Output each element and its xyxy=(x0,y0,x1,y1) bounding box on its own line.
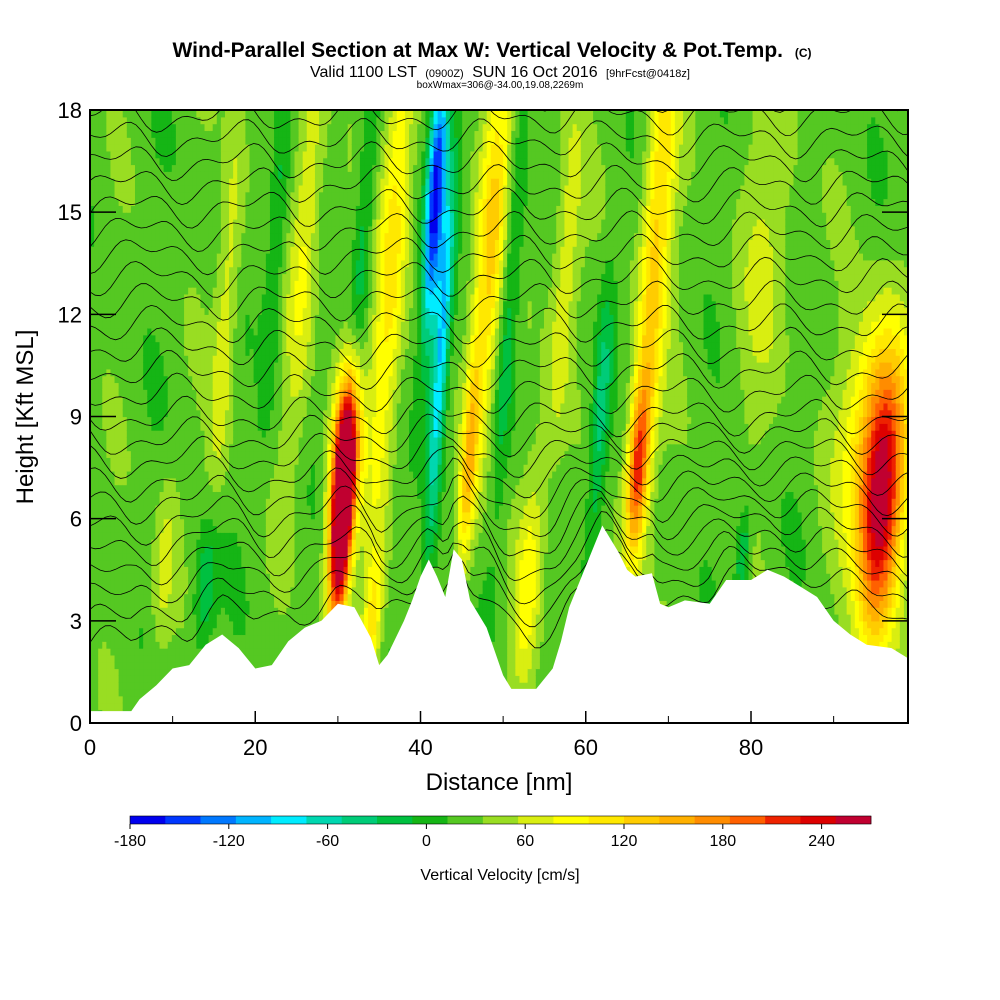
chart-subtitle: Valid 1100 LST (0900Z) SUN 16 Oct 2016 [… xyxy=(310,64,690,81)
colorbar-tick-label: 180 xyxy=(709,833,736,850)
colorbar-swatch xyxy=(235,816,272,824)
chart-title: Wind-Parallel Section at Max W: Vertical… xyxy=(172,39,811,62)
y-axis-title: Height [Kft MSL] xyxy=(12,330,39,505)
x-tick-label: 60 xyxy=(574,735,598,760)
box-max-line: boxWmax=306@-34.00,19.08,2269m xyxy=(417,80,584,91)
x-tick-label: 0 xyxy=(84,735,96,760)
colorbar-swatch xyxy=(694,816,731,824)
colorbar-swatch xyxy=(377,816,413,824)
y-tick-label: 9 xyxy=(70,405,82,430)
axis-ticks: 0 20 40 60 80 0 3 6 9 12 15 18 xyxy=(58,98,908,760)
x-tick-label: 80 xyxy=(739,735,763,760)
colorbar-swatch xyxy=(835,816,872,824)
colorbar-swatch xyxy=(729,816,766,824)
x-tick-label: 40 xyxy=(408,735,432,760)
plot-area: 0 20 40 60 80 0 3 6 9 12 15 18 xyxy=(58,98,909,760)
colorbar-swatch xyxy=(659,816,695,824)
colorbar-tick-label: -120 xyxy=(213,833,245,850)
colorbar-swatch xyxy=(553,816,590,824)
colorbar-frame xyxy=(129,815,872,825)
y-tick-label: 15 xyxy=(58,200,82,225)
colorbar-swatch xyxy=(306,816,343,824)
colorbar-swatch xyxy=(765,816,801,824)
colorbar-tick-label: 240 xyxy=(808,833,835,850)
colorbar-swatch xyxy=(200,816,237,824)
colorbar-swatch xyxy=(482,816,519,824)
y-tick-label: 18 xyxy=(58,98,82,123)
colorbar-swatch xyxy=(271,816,307,824)
colorbar-swatch xyxy=(165,816,201,824)
potential-temperature-contours xyxy=(90,110,908,649)
colorbar-tick-label: -60 xyxy=(316,833,339,850)
y-tick-label: 12 xyxy=(58,302,82,327)
colorbar-swatch xyxy=(800,816,837,824)
colorbar: -180 -120 -60 0 60 120 180 240 xyxy=(114,815,872,850)
colorbar-swatch xyxy=(412,816,448,824)
colorbar-swatch xyxy=(518,816,554,824)
terrain-mask xyxy=(90,525,908,723)
colorbar-swatch xyxy=(447,816,484,824)
y-tick-label: 3 xyxy=(70,609,82,634)
colorbar-tick-label: -180 xyxy=(114,833,146,850)
colorbar-swatch xyxy=(588,816,625,824)
colorbar-swatch xyxy=(341,816,378,824)
colorbar-tick-label: 60 xyxy=(516,833,534,850)
colorbar-tick-label: 120 xyxy=(611,833,638,850)
x-tick-label: 20 xyxy=(243,735,267,760)
x-axis-title: Distance [nm] xyxy=(426,769,573,796)
colorbar-swatch xyxy=(624,816,660,824)
colorbar-title: Vertical Velocity [cm/s] xyxy=(420,867,579,884)
y-tick-label: 0 xyxy=(70,711,82,736)
y-tick-label: 6 xyxy=(70,507,82,532)
colorbar-swatch xyxy=(130,816,166,824)
colorbar-tick-label: 0 xyxy=(422,833,431,850)
